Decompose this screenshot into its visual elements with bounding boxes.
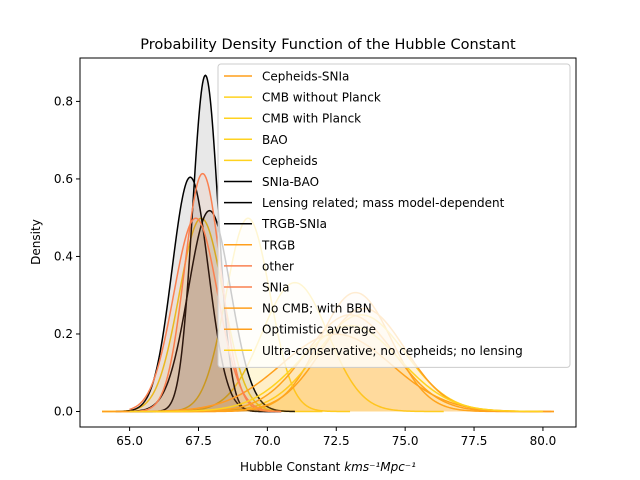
chart-title: Probability Density Function of the Hubb…: [140, 37, 516, 53]
legend-label: Cepheids-SNIa: [262, 70, 349, 84]
legend: Cepheids-SNIa CMB without Planck CMB with …: [217, 63, 571, 368]
series-fill-lensing-related-mass-model-dependent: [129, 75, 282, 412]
y-tick-label: 0.8: [54, 94, 73, 108]
legend-label: SNIa-BAO: [262, 175, 319, 189]
y-tick-label: 0.4: [54, 249, 73, 263]
series-line-snia: [129, 217, 282, 413]
legend-label: BAO: [262, 133, 288, 147]
legend-label: Cepheids: [262, 154, 318, 168]
series-fill-other: [129, 173, 282, 412]
legend-label: Optimistic average: [262, 323, 376, 337]
legend-label: Lensing related; mass model-dependent: [262, 196, 505, 210]
y-axis-label: Density: [29, 219, 43, 265]
legend-label: SNIa: [262, 281, 290, 295]
series-fill-snia-bao: [115, 177, 282, 412]
x-tick-label: 80.0: [530, 434, 557, 448]
series-fill-snia: [129, 218, 282, 412]
x-tick-label: 70.0: [254, 434, 281, 448]
legend-label: Ultra-conservative; no cepheids; no lens…: [262, 344, 523, 358]
x-axis-label-main: Hubble Constant: [240, 460, 344, 474]
series-fill-cmb-with-planck: [102, 218, 323, 412]
legend-label: TRGB-SNIa: [261, 217, 327, 231]
series-fill-trgb-snia: [129, 210, 295, 412]
x-tick-label: 77.5: [461, 434, 488, 448]
legend-label: TRGB: [261, 238, 295, 252]
legend-label: No CMB; with BBN: [262, 302, 372, 316]
x-axis-label: Hubble Constant kms⁻¹Mpc⁻¹: [240, 460, 416, 474]
x-tick-label: 67.5: [185, 434, 212, 448]
legend-label: other: [262, 259, 294, 273]
legend-box: [217, 63, 571, 368]
plot-frame: [79, 57, 577, 428]
legend-label: CMB without Planck: [262, 91, 381, 105]
x-tick-label: 72.5: [323, 434, 350, 448]
x-axis-label-units: kms⁻¹Mpc⁻¹: [344, 460, 416, 474]
x-axis: 65.0 67.5 70.0 72.5 75.0 77.5 80.0: [116, 427, 556, 448]
legend-label: CMB with Planck: [262, 112, 361, 126]
y-axis: 0.0 0.2 0.4 0.6 0.8: [54, 94, 80, 418]
series-fill-ultra-conservative-no-cepheids-no-lensing: [129, 325, 543, 412]
y-tick-label: 0.0: [54, 404, 73, 418]
x-tick-label: 65.0: [116, 434, 143, 448]
series-fill-trgb: [115, 334, 552, 412]
x-tick-label: 75.0: [392, 434, 419, 448]
y-tick-label: 0.2: [54, 327, 73, 341]
y-tick-label: 0.6: [54, 172, 73, 186]
